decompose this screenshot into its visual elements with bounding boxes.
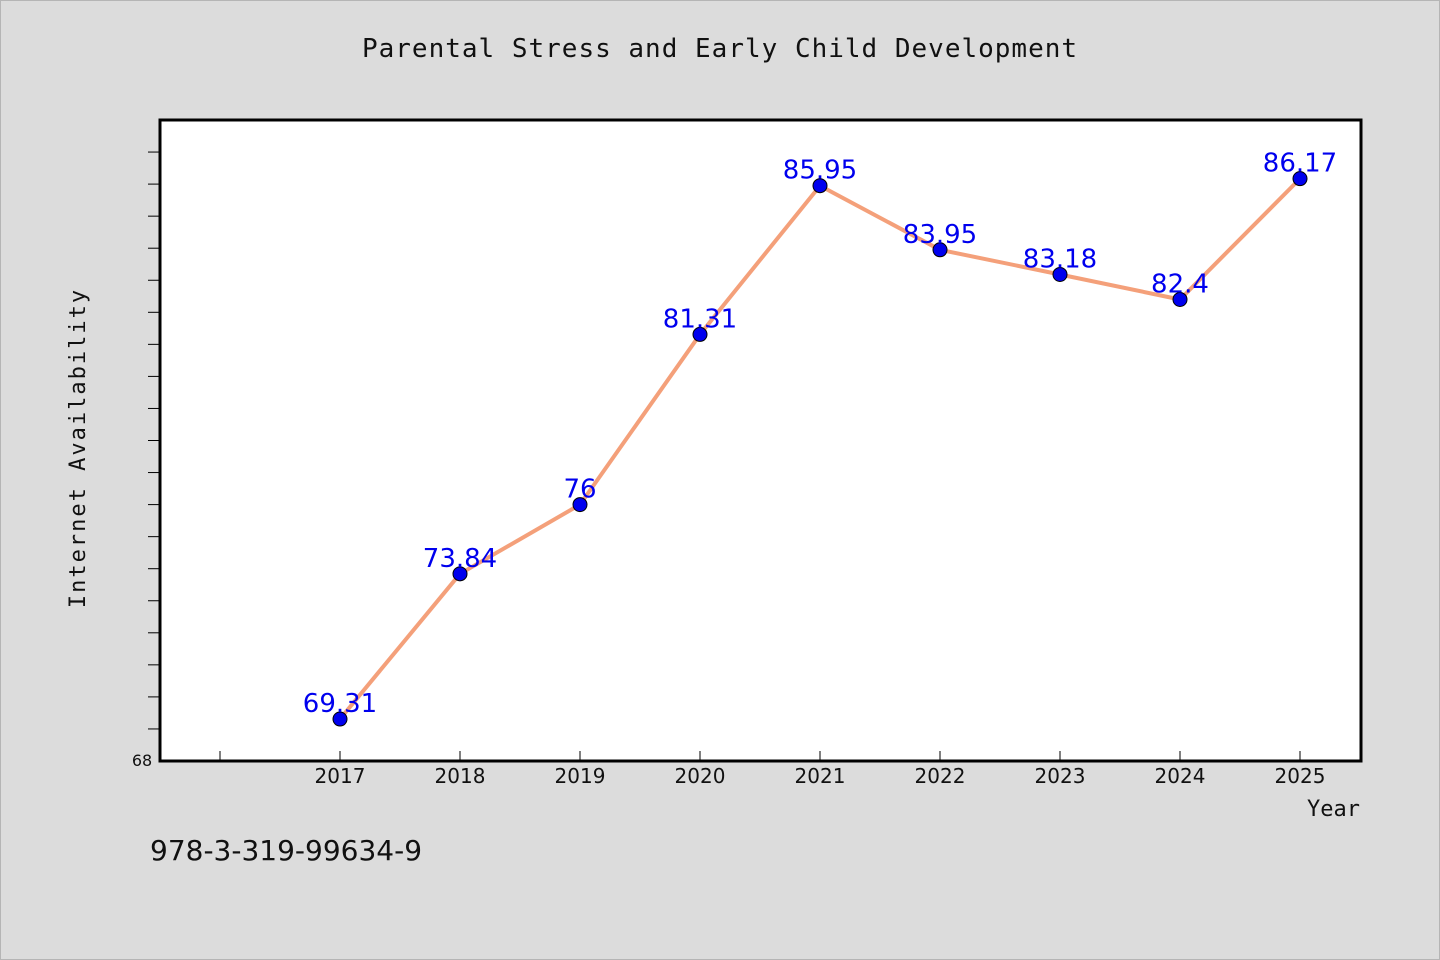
x-tick-label: 2019 xyxy=(555,764,606,788)
x-tick-label: 2023 xyxy=(1035,764,1086,788)
chart-title: Parental Stress and Early Child Developm… xyxy=(361,34,1079,64)
data-label: 83.95 xyxy=(903,220,977,250)
data-point xyxy=(1172,291,1188,307)
data-labels: 69.31 73.84 76 81.31 85.95 83.95 83.18 82.4 86.1… xyxy=(303,149,1337,719)
data-label: 85.95 xyxy=(783,156,857,186)
x-tick-label: 2024 xyxy=(1155,764,1206,788)
y-axis-label: Internet Availability xyxy=(66,288,91,608)
y-axis-ticks xyxy=(148,151,160,730)
data-label: 82.4 xyxy=(1151,269,1209,299)
x-tick-label: 2020 xyxy=(675,764,726,788)
x-tick-label: 2017 xyxy=(315,764,366,788)
data-label: 76 xyxy=(563,475,596,505)
x-tick-label: 2022 xyxy=(915,764,966,788)
data-label: 73.84 xyxy=(423,544,497,574)
data-point xyxy=(1292,171,1308,187)
data-point xyxy=(572,497,588,513)
data-point xyxy=(1052,266,1068,282)
data-label: 83.18 xyxy=(1023,244,1097,274)
x-axis-label: Year xyxy=(1307,797,1360,822)
isbn-text: 978-3-319-99634-9 xyxy=(150,834,423,867)
x-tick-label: 2025 xyxy=(1275,764,1326,788)
plot-area xyxy=(158,118,1363,763)
data-markers xyxy=(332,171,1308,727)
data-point xyxy=(332,711,348,727)
data-point xyxy=(452,566,468,582)
data-point xyxy=(692,326,708,342)
x-axis-ticks: 2017 2018 2019 2020 2021 2022 2023 2024 2025 xyxy=(219,751,1326,788)
x-tick-label: 2018 xyxy=(435,764,486,788)
data-label: 81.31 xyxy=(663,304,737,334)
data-label: 69.31 xyxy=(303,689,377,719)
y-tick-label: 68 xyxy=(132,751,152,770)
data-point xyxy=(932,242,948,258)
x-tick-label: 2021 xyxy=(795,764,846,788)
data-point xyxy=(812,178,828,194)
data-label: 86.17 xyxy=(1263,149,1337,179)
